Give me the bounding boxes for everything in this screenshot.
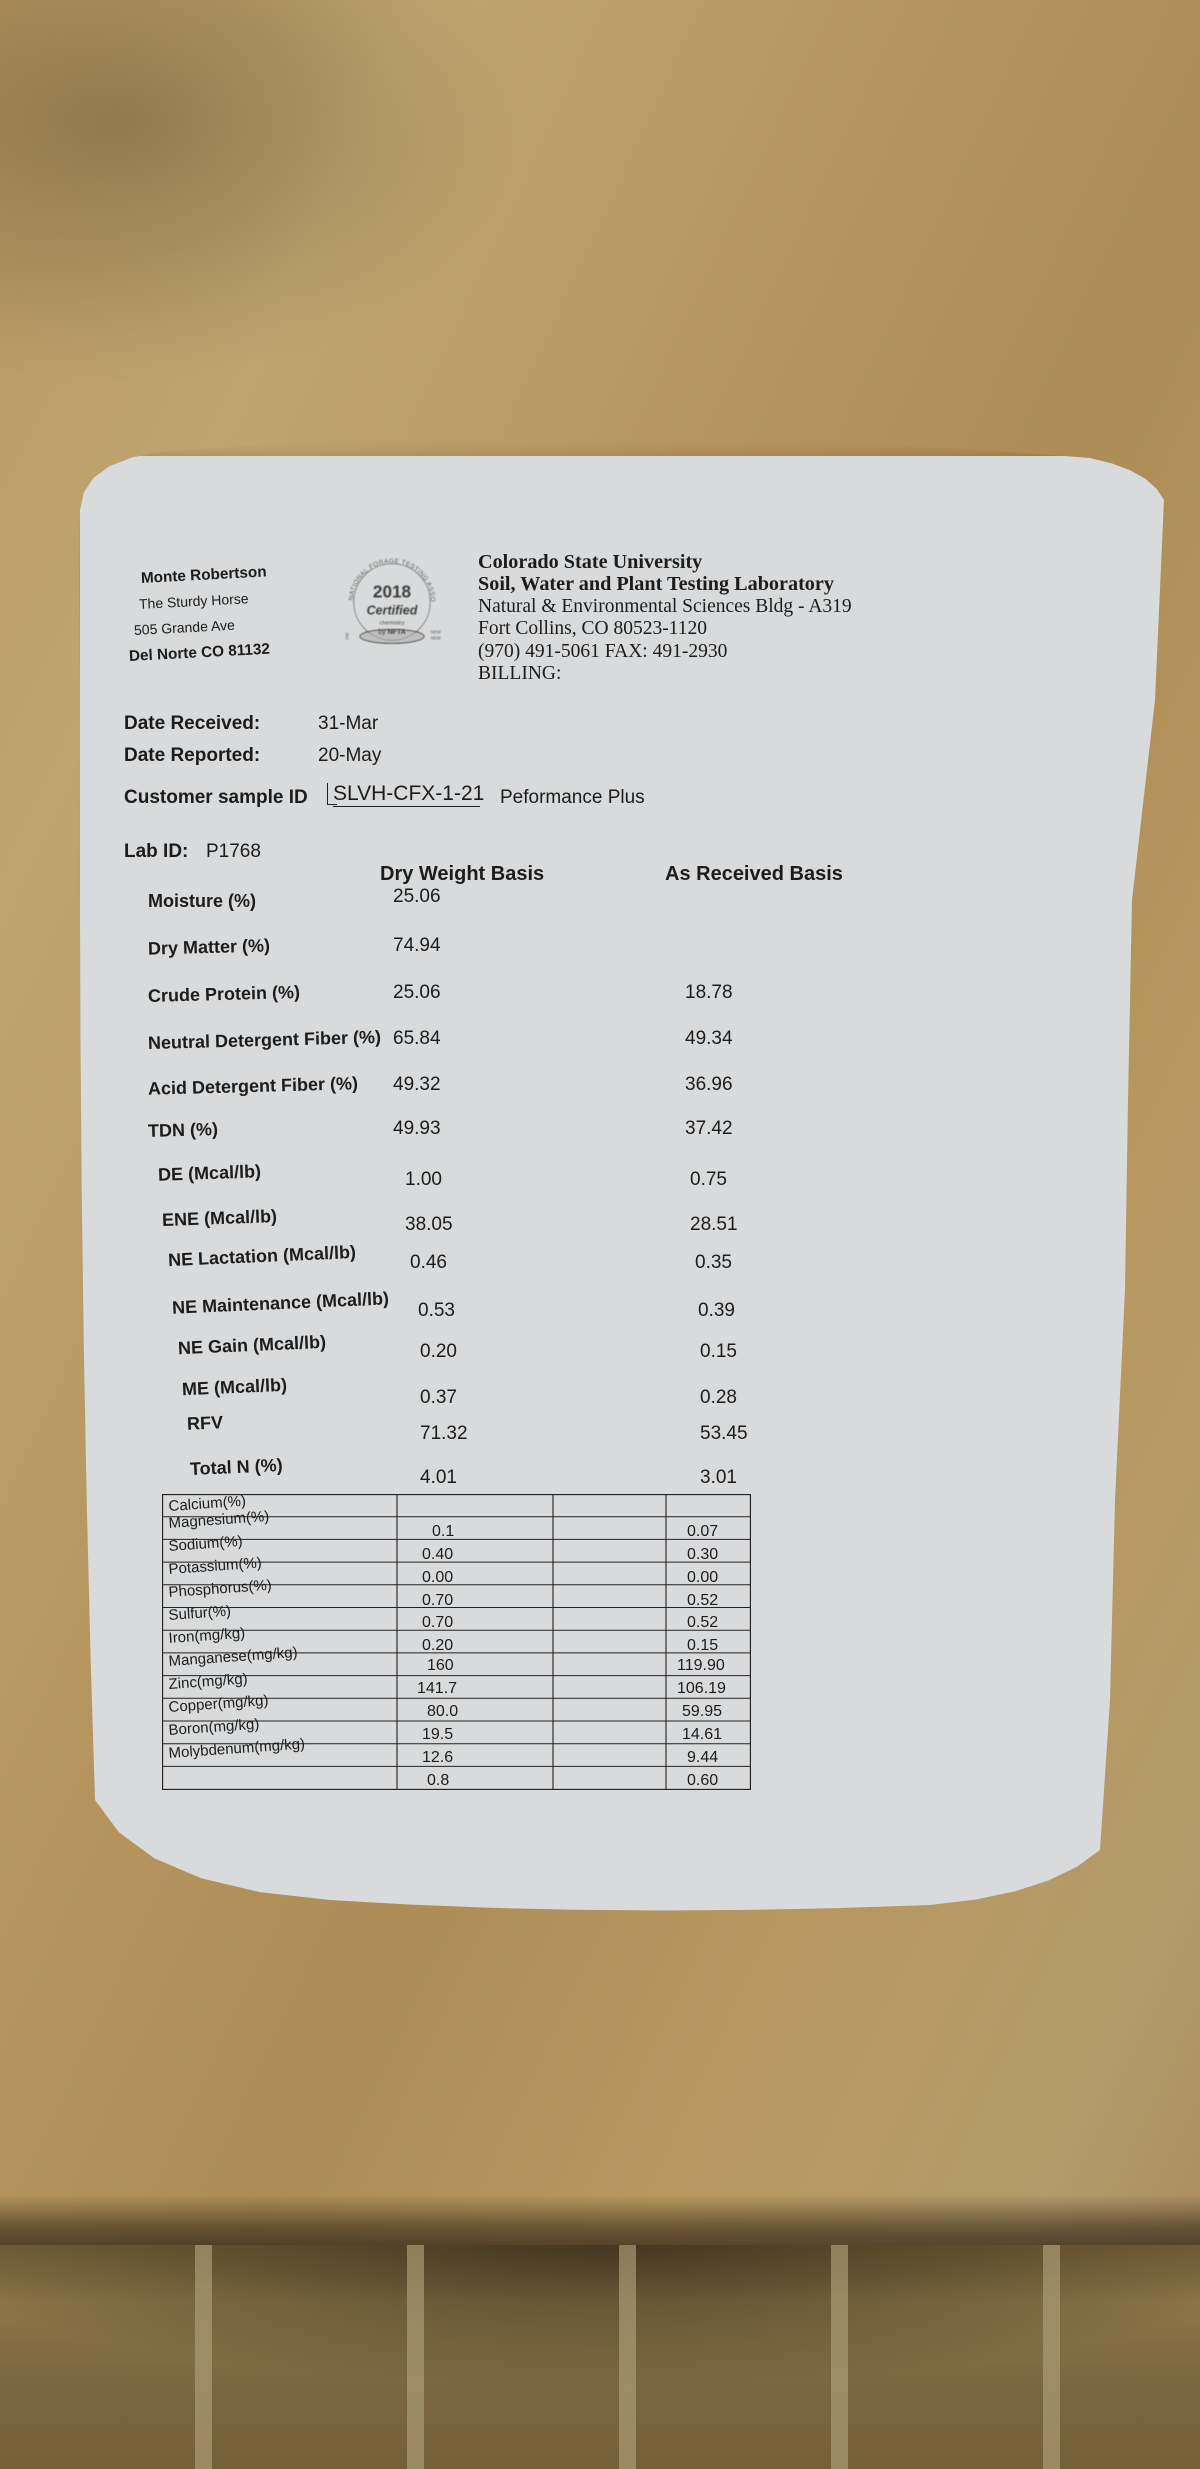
svg-text:NEW: NEW	[431, 636, 442, 641]
svg-text:NEW: NEW	[431, 629, 442, 634]
svg-text:Certified: Certified	[367, 604, 418, 618]
svg-text:by NFTA: by NFTA	[378, 629, 406, 636]
svg-text:OM: OM	[344, 632, 349, 639]
svg-text:2018: 2018	[373, 581, 412, 601]
svg-text:chemistry: chemistry	[379, 621, 404, 627]
